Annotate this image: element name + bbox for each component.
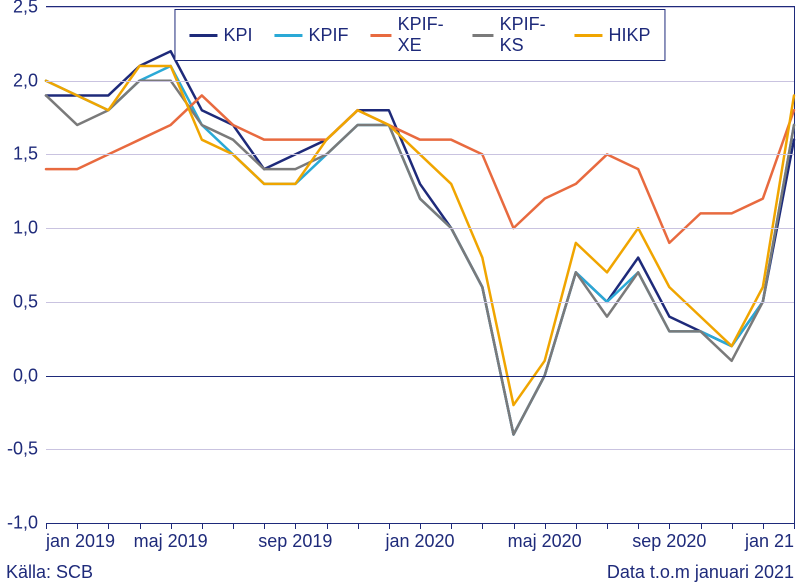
y-axis-label: 2,5 bbox=[13, 0, 46, 18]
x-tick-mark bbox=[794, 523, 795, 529]
y-axis-label: 1,5 bbox=[13, 144, 46, 165]
x-axis-label: sep 2020 bbox=[632, 523, 706, 552]
x-tick-mark bbox=[482, 523, 483, 529]
legend-item-hikp: HIKP bbox=[575, 25, 651, 46]
legend-swatch bbox=[189, 34, 217, 37]
gridline bbox=[46, 81, 794, 82]
x-axis-label: maj 2020 bbox=[508, 523, 582, 552]
footer-source: Källa: SCB bbox=[6, 562, 93, 583]
plot-area: KPIKPIFKPIF-XEKPIF-KSHIKP -1,0-0,50,00,5… bbox=[46, 6, 795, 523]
legend-item-kpif: KPIF bbox=[274, 25, 348, 46]
legend-label: KPIF-XE bbox=[398, 14, 451, 56]
x-tick-mark bbox=[732, 523, 733, 529]
legend-item-kpi: KPI bbox=[189, 25, 252, 46]
chart-lines bbox=[46, 7, 794, 523]
gridline bbox=[46, 302, 794, 303]
x-tick-mark bbox=[607, 523, 608, 529]
x-axis-label: jan 21 bbox=[745, 523, 794, 552]
legend: KPI KPIF KPIF-XE KPIF-KS HIKP bbox=[174, 9, 665, 61]
legend-label: KPI bbox=[223, 25, 252, 46]
x-tick-mark bbox=[358, 523, 359, 529]
series-kpif-xe bbox=[46, 95, 794, 242]
series-kpif-ks bbox=[46, 81, 794, 435]
gridline bbox=[46, 154, 794, 155]
series-kpi bbox=[46, 51, 794, 434]
y-axis-label: 0,5 bbox=[13, 291, 46, 312]
x-axis-label: sep 2019 bbox=[258, 523, 332, 552]
legend-item-kpif-ks: KPIF-KS bbox=[473, 14, 553, 56]
legend-swatch bbox=[575, 34, 603, 37]
gridline bbox=[46, 449, 794, 450]
footer-date-range: Data t.o.m januari 2021 bbox=[607, 562, 794, 583]
legend-swatch bbox=[274, 34, 302, 37]
series-hikp bbox=[46, 66, 794, 405]
gridline bbox=[46, 228, 794, 229]
x-tick-mark bbox=[233, 523, 234, 529]
legend-swatch bbox=[473, 34, 494, 37]
y-axis-label: -0,5 bbox=[7, 439, 46, 460]
gridline bbox=[46, 376, 794, 377]
series-kpif bbox=[46, 66, 794, 435]
legend-item-kpif-xe: KPIF-XE bbox=[370, 14, 450, 56]
x-axis-label: maj 2019 bbox=[134, 523, 208, 552]
legend-label: HIKP bbox=[609, 25, 651, 46]
legend-label: KPIF bbox=[308, 25, 348, 46]
gridline bbox=[46, 7, 794, 8]
legend-label: KPIF-KS bbox=[500, 14, 553, 56]
line-chart: KPI KPIF KPIF-XE KPIF-KS HIKP -1,0 -0,5 0,0 0,5… bbox=[0, 0, 804, 587]
legend-swatch bbox=[370, 34, 391, 37]
y-axis-label: -1,0 bbox=[7, 513, 46, 534]
x-axis-label: jan 2019 bbox=[46, 523, 115, 552]
x-axis-label: jan 2020 bbox=[385, 523, 454, 552]
y-axis-label: 1,0 bbox=[13, 218, 46, 239]
y-axis-label: 0,0 bbox=[13, 365, 46, 386]
y-axis-label: 2,0 bbox=[13, 70, 46, 91]
